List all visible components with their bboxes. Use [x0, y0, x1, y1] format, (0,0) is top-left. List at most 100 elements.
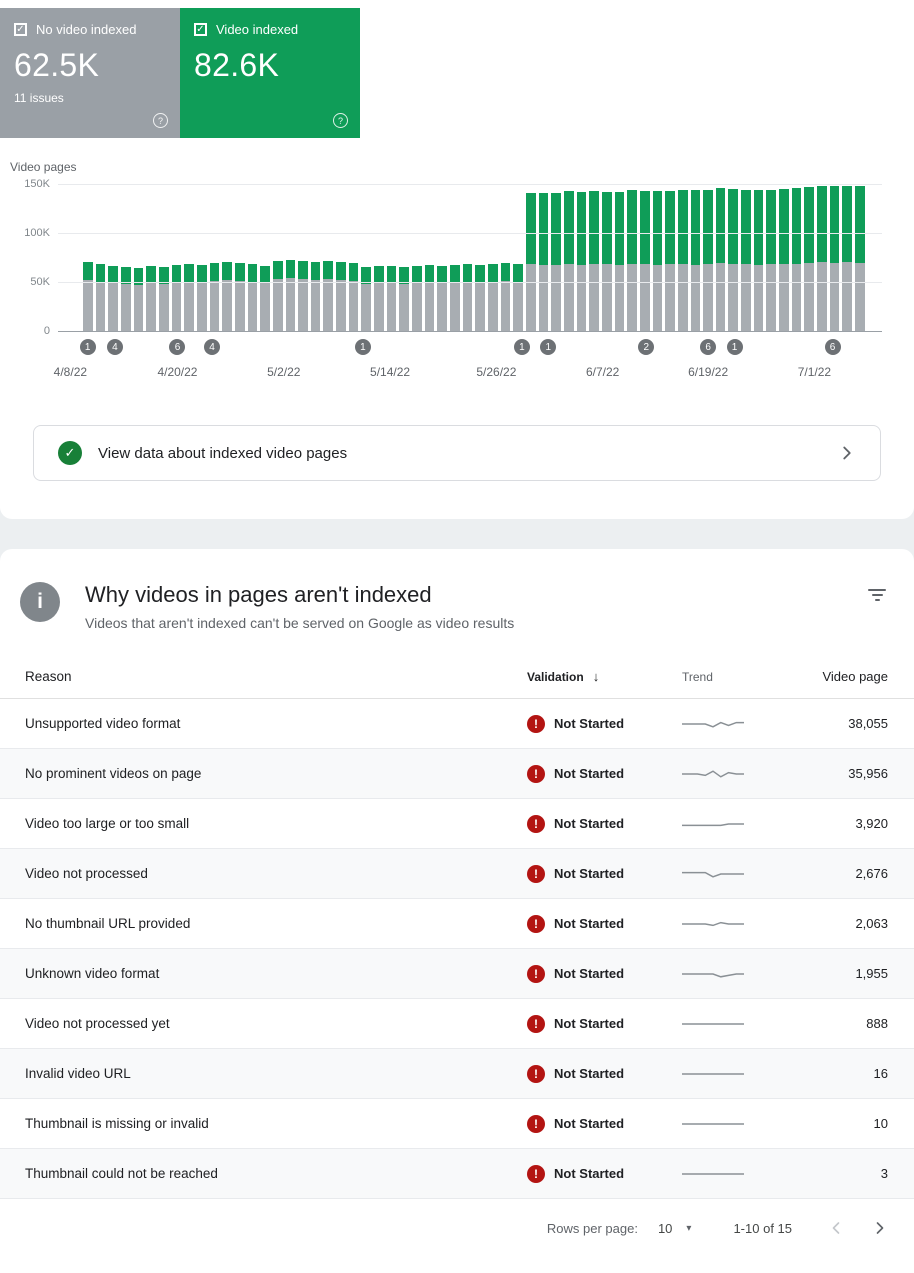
- chart-bar[interactable]: [222, 261, 232, 331]
- chart-bar[interactable]: [728, 188, 739, 331]
- chart-bar[interactable]: [753, 189, 764, 331]
- chart-bar[interactable]: [285, 259, 296, 331]
- chart-annotation-badge[interactable]: 4: [106, 339, 123, 355]
- chart-bar[interactable]: [703, 189, 713, 331]
- chart-bar[interactable]: [310, 261, 321, 331]
- chart-annotation-badge[interactable]: 1: [79, 339, 96, 355]
- help-icon[interactable]: ?: [333, 113, 348, 128]
- chart-bar[interactable]: [627, 189, 637, 331]
- chart-bar[interactable]: [639, 190, 650, 331]
- chart-bar[interactable]: [146, 265, 156, 331]
- chart-bar[interactable]: [779, 188, 789, 331]
- chart-bar[interactable]: [715, 187, 726, 331]
- chart-bar[interactable]: [500, 262, 511, 331]
- chart-bar[interactable]: [690, 189, 701, 331]
- chart-annotation-badge[interactable]: 1: [726, 339, 743, 355]
- chart-annotation-badge[interactable]: 6: [700, 339, 717, 355]
- chart-bar[interactable]: [563, 190, 574, 331]
- chart-bar[interactable]: [551, 192, 561, 331]
- chart-bar[interactable]: [412, 265, 422, 331]
- chart-bar[interactable]: [83, 261, 93, 331]
- chart-bar[interactable]: [272, 260, 283, 331]
- stat-indexed[interactable]: ✓ Video indexed 82.6K ?: [180, 8, 360, 138]
- chart-bar[interactable]: [601, 191, 612, 331]
- chart-annotation-badge[interactable]: 2: [638, 339, 655, 355]
- chart-bar[interactable]: [677, 189, 688, 331]
- chart-annotation-badge[interactable]: 4: [204, 339, 221, 355]
- table-row[interactable]: Invalid video URL! Not Started 16: [0, 1049, 914, 1099]
- chart-bar[interactable]: [513, 263, 523, 331]
- chart-bar[interactable]: [399, 266, 410, 331]
- chart-bar[interactable]: [766, 189, 777, 331]
- table-row[interactable]: Video not processed! Not Started 2,676: [0, 849, 914, 899]
- table-row[interactable]: Video too large or too small! Not Started…: [0, 799, 914, 849]
- table-row[interactable]: Thumbnail is missing or invalid! Not Star…: [0, 1099, 914, 1149]
- table-row[interactable]: Unknown video format! Not Started 1,955: [0, 949, 914, 999]
- chart-bar[interactable]: [652, 190, 663, 331]
- next-page-button[interactable]: [868, 1216, 892, 1240]
- column-header-video-page[interactable]: Video page: [822, 669, 888, 684]
- chart-annotation-badge[interactable]: 1: [354, 339, 371, 355]
- chart-bar[interactable]: [209, 262, 220, 331]
- chart-bar[interactable]: [158, 266, 169, 331]
- chart-bar[interactable]: [450, 264, 460, 331]
- chart-bar[interactable]: [184, 263, 194, 331]
- chart-bar[interactable]: [424, 264, 435, 331]
- chart-bar[interactable]: [589, 190, 599, 331]
- column-header-validation[interactable]: Validation ↓: [527, 669, 600, 684]
- table-row[interactable]: Unsupported video format! Not Started 38,0…: [0, 699, 914, 749]
- chevron-right-icon[interactable]: [836, 442, 858, 464]
- chart-annotation-badge[interactable]: 1: [513, 339, 530, 355]
- chart-bar[interactable]: [538, 192, 549, 331]
- view-indexed-data-link[interactable]: ✓ View data about indexed video pages: [33, 425, 881, 481]
- chart-bar[interactable]: [374, 265, 384, 331]
- filter-icon[interactable]: [868, 589, 886, 601]
- chart-annotation-badge[interactable]: 6: [169, 339, 186, 355]
- chart-bar[interactable]: [576, 191, 587, 331]
- chart-bar[interactable]: [348, 262, 359, 331]
- chart-bar[interactable]: [829, 185, 840, 331]
- chart-bar[interactable]: [525, 192, 536, 331]
- chart-bar[interactable]: [614, 191, 625, 331]
- table-row[interactable]: Video not processed yet! Not Started 888: [0, 999, 914, 1049]
- column-header-trend[interactable]: Trend: [682, 669, 713, 684]
- chart-bar[interactable]: [665, 190, 675, 331]
- chart-bar[interactable]: [133, 267, 144, 331]
- rows-per-page-select[interactable]: 10 ▾: [657, 1220, 692, 1236]
- chart-bar[interactable]: [361, 266, 372, 331]
- table-row[interactable]: No prominent videos on page! Not Started 3…: [0, 749, 914, 799]
- chart-bar[interactable]: [323, 260, 334, 331]
- help-icon[interactable]: ?: [153, 113, 168, 128]
- chart-bar[interactable]: [336, 261, 346, 331]
- chart-bar[interactable]: [234, 262, 245, 331]
- chart-bar[interactable]: [804, 186, 815, 331]
- chart-bar[interactable]: [741, 189, 751, 331]
- chart-bar[interactable]: [108, 265, 118, 331]
- chart-annotation-badge[interactable]: 6: [824, 339, 841, 355]
- chart-bar[interactable]: [488, 263, 498, 331]
- chart-bar[interactable]: [196, 264, 207, 331]
- chart-bar[interactable]: [260, 265, 270, 331]
- stat-not-indexed[interactable]: ✓ No video indexed 62.5K 11 issues ?: [0, 8, 180, 138]
- checkbox-checked-icon[interactable]: ✓: [194, 23, 207, 36]
- checkbox-checked-icon[interactable]: ✓: [14, 23, 27, 36]
- column-header-reason[interactable]: Reason: [25, 669, 72, 684]
- chart-bar[interactable]: [842, 185, 853, 331]
- chart-bar[interactable]: [791, 187, 802, 331]
- chart-bar[interactable]: [855, 185, 865, 331]
- chart-annotation-badge[interactable]: 1: [540, 339, 557, 355]
- chart-bar[interactable]: [95, 263, 106, 331]
- chart-bar[interactable]: [298, 260, 308, 331]
- chart-bar[interactable]: [462, 263, 473, 331]
- chart-bar[interactable]: [817, 185, 827, 331]
- chart-bar[interactable]: [171, 264, 182, 331]
- chart-bar[interactable]: [475, 264, 485, 331]
- table-row[interactable]: Thumbnail could not be reached! Not Start…: [0, 1149, 914, 1199]
- chart-bar[interactable]: [386, 265, 397, 331]
- previous-page-button[interactable]: [824, 1216, 848, 1240]
- table-row[interactable]: No thumbnail URL provided! Not Started 2,0…: [0, 899, 914, 949]
- chart-bar[interactable]: [120, 266, 131, 331]
- chart-bar[interactable]: [437, 265, 448, 331]
- trend-cell: [682, 1115, 812, 1133]
- chart-bar[interactable]: [247, 263, 258, 331]
